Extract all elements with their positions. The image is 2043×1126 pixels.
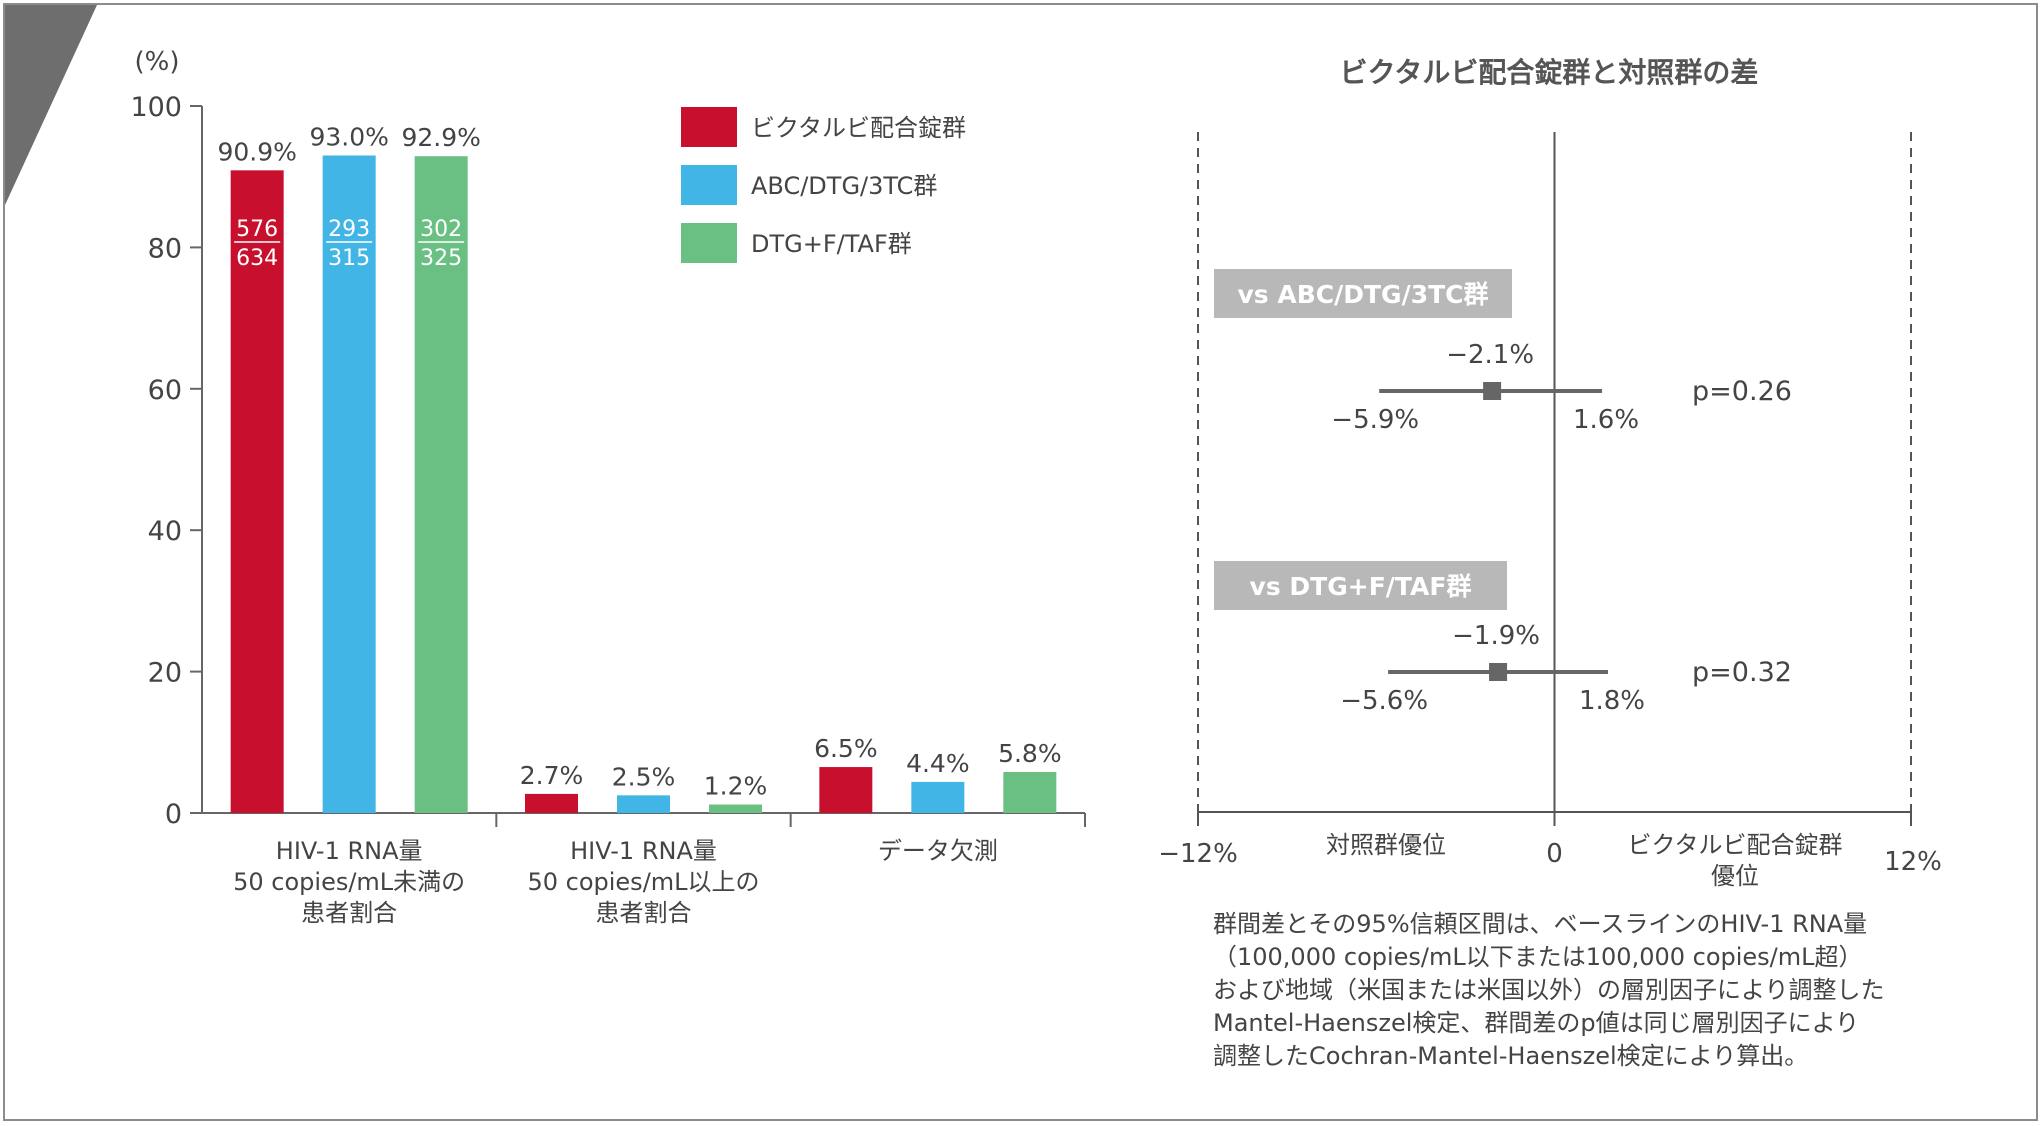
- y-tick-label: 60: [148, 375, 182, 406]
- footnote-line: 群間差とその95%信頼区間は、ベースラインのHIV-1 RNA量: [1213, 910, 1868, 938]
- bar-value-label: 2.5%: [612, 762, 676, 791]
- bar-fraction-numerator: 576: [236, 217, 278, 242]
- x-category-label: データ欠測: [878, 837, 998, 865]
- ci-upper-label: 1.6%: [1573, 405, 1639, 435]
- x-category-label: 50 copies/mL以上の: [527, 868, 759, 896]
- x-tick-label: −12%: [1158, 839, 1238, 869]
- x-tick-label: 12%: [1884, 847, 1942, 877]
- bar: [617, 795, 670, 813]
- bar: [911, 781, 965, 813]
- p-value-label: p=0.26: [1692, 376, 1792, 407]
- x-category-label: HIV-1 RNA量: [276, 837, 423, 865]
- bar: [230, 170, 284, 813]
- bar-value-label: 6.5%: [814, 734, 878, 763]
- comparison-tag-label: vs ABC/DTG/3TC群: [1237, 280, 1488, 309]
- ci-lower-label: −5.9%: [1331, 405, 1419, 435]
- footnote-line: Mantel-Haenszel検定、群間差のp値は同じ層別因子により: [1213, 1009, 1860, 1037]
- right-favor-label: 優位: [1711, 862, 1759, 890]
- bar-value-label: 5.8%: [998, 739, 1062, 768]
- legend-swatch: [681, 165, 737, 205]
- bar: [819, 767, 873, 813]
- legend-swatch: [681, 107, 737, 147]
- footnote-line: および地域（米国または米国以外）の層別因子により調整した: [1213, 976, 1885, 1004]
- ci-lower-label: −5.6%: [1340, 686, 1428, 716]
- forest-plot-title: ビクタルビ配合錠群と対照群の差: [1340, 56, 1759, 89]
- right-favor-label: ビクタルビ配合錠群: [1627, 831, 1842, 859]
- p-value-label: p=0.32: [1692, 657, 1792, 688]
- bar-value-label: 90.9%: [217, 137, 296, 166]
- bar-value-label: 1.2%: [704, 772, 768, 801]
- bar: [322, 155, 376, 814]
- bar: [709, 804, 762, 813]
- ci-upper-label: 1.8%: [1579, 686, 1645, 716]
- bar: [525, 793, 578, 813]
- bar-value-label: 2.7%: [520, 761, 584, 790]
- corner-decoration: [5, 5, 97, 205]
- bar-fraction-denominator: 315: [328, 246, 370, 271]
- bar-value-label: 92.9%: [401, 123, 480, 152]
- bar-fraction-denominator: 634: [236, 246, 278, 271]
- x-category-label: 50 copies/mL未満の: [233, 868, 465, 896]
- y-tick-label: 0: [165, 799, 182, 830]
- x-category-label: HIV-1 RNA量: [570, 837, 717, 865]
- bar: [414, 156, 468, 813]
- point-estimate-label: −2.1%: [1446, 340, 1534, 370]
- comparison-tag: [1214, 269, 1512, 318]
- x-category-label: 患者割合: [301, 899, 397, 927]
- bar-value-label: 4.4%: [906, 749, 970, 778]
- left-favor-label: 対照群優位: [1326, 831, 1446, 859]
- footnote-line: （100,000 copies/mL以下または100,000 copies/mL…: [1213, 943, 1863, 971]
- comparison-tag-label: vs DTG+F/TAF群: [1250, 572, 1472, 601]
- y-axis-unit: (%): [135, 47, 180, 77]
- y-tick-label: 100: [130, 92, 182, 123]
- legend-label: ABC/DTG/3TC群: [751, 172, 937, 200]
- point-estimate-label: −1.9%: [1452, 621, 1540, 651]
- legend-label: DTG+F/TAF群: [751, 230, 912, 258]
- bar-value-label: 93.0%: [309, 122, 388, 151]
- y-tick-label: 80: [148, 233, 182, 264]
- legend-swatch: [681, 223, 737, 263]
- y-tick-label: 20: [148, 658, 182, 689]
- point-estimate-marker: [1489, 663, 1508, 681]
- point-estimate-marker: [1483, 382, 1502, 400]
- footnote: 群間差とその95%信頼区間は、ベースラインのHIV-1 RNA量 （100,00…: [1213, 908, 1973, 1073]
- bar-fraction-numerator: 293: [328, 217, 370, 242]
- y-tick-label: 40: [148, 516, 182, 547]
- bar: [1003, 771, 1057, 813]
- figure-frame: [3, 3, 2038, 1121]
- x-tick-label: 0: [1546, 839, 1563, 869]
- x-category-label: 患者割合: [596, 899, 692, 927]
- footnote-line: 調整したCochran-Mantel-Haenszel検定により算出。: [1213, 1042, 1809, 1070]
- legend-label: ビクタルビ配合錠群: [751, 114, 966, 142]
- bar-fraction-denominator: 325: [420, 246, 462, 271]
- bar-fraction-numerator: 302: [420, 217, 462, 242]
- comparison-tag: [1214, 561, 1507, 610]
